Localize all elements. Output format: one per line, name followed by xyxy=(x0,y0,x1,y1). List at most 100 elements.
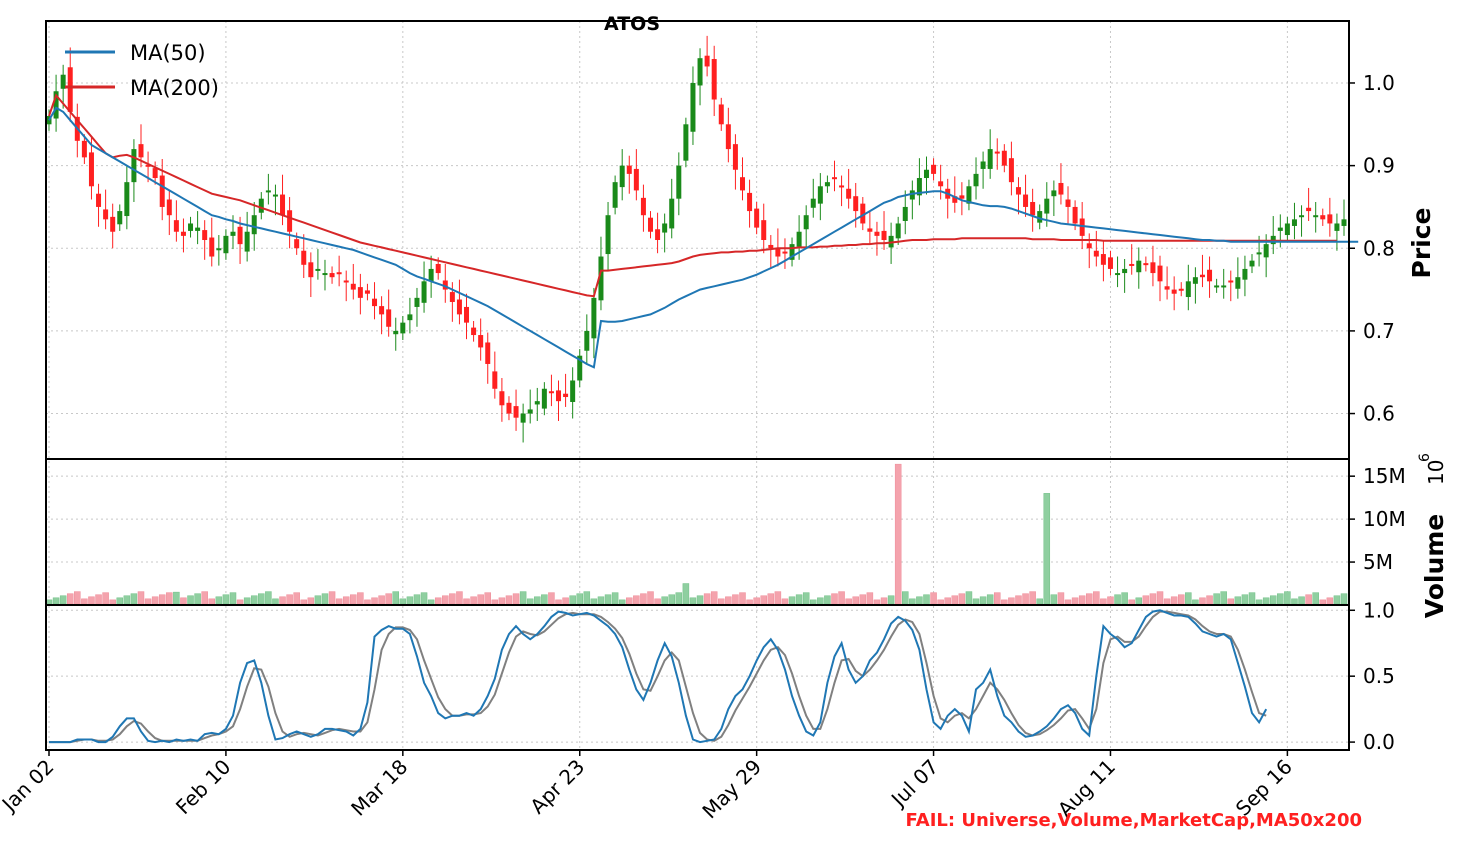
candle-body xyxy=(294,239,300,249)
x-tick-label: Apr 23 xyxy=(525,755,589,819)
candle-body xyxy=(386,309,392,327)
volume-bar xyxy=(1227,598,1235,605)
candle-body xyxy=(265,190,271,193)
candle-body xyxy=(237,226,243,245)
volume-bar xyxy=(1220,591,1227,605)
candle-body xyxy=(846,188,852,199)
candle-body xyxy=(478,335,484,348)
volume-bar xyxy=(378,595,385,605)
fail-note: FAIL: Universe,Volume,MarketCap,MA50x200 xyxy=(906,810,1362,831)
axis-ticks: Jan 02 Feb 10 Mar 18 Apr 23 May 29 Jul 07 Aug … xyxy=(0,71,1406,823)
volume-bar xyxy=(1262,597,1270,605)
volume-bar xyxy=(986,594,994,605)
candle-body xyxy=(548,391,554,394)
osc-tick-label: 1.0 xyxy=(1363,598,1395,622)
volume-bar xyxy=(321,593,329,605)
volume-bar xyxy=(902,591,909,605)
volume-bar xyxy=(710,591,718,605)
candle-body xyxy=(612,182,618,208)
candle-body xyxy=(648,217,654,232)
volume-bar xyxy=(732,594,739,605)
volume-bar xyxy=(937,599,944,605)
volume-bar xyxy=(930,592,937,605)
volume-bar xyxy=(427,599,435,605)
volume-bar xyxy=(604,594,612,605)
candle-body xyxy=(216,248,222,251)
candle-body xyxy=(1192,277,1198,284)
candle-body xyxy=(1207,269,1213,282)
volume-bar xyxy=(300,599,308,605)
candle-body xyxy=(1001,150,1007,166)
price-tick-label: 0.6 xyxy=(1363,402,1395,426)
moving-average-lines xyxy=(48,93,1359,369)
volume-bar xyxy=(569,595,576,605)
candle-body xyxy=(103,209,109,220)
candle-body xyxy=(810,198,816,208)
volume-bar xyxy=(831,593,838,605)
volume-bar xyxy=(413,594,421,605)
candle-body xyxy=(244,231,250,252)
legend: MA(50) MA(200) xyxy=(65,41,219,100)
volume-bar xyxy=(654,598,661,605)
candle-body xyxy=(556,390,562,402)
candle-body xyxy=(563,393,569,398)
candle-body xyxy=(725,124,731,150)
volume-bar xyxy=(689,597,697,605)
volume-bar xyxy=(1269,595,1277,605)
volume-bar xyxy=(505,595,513,605)
candle-body xyxy=(895,223,901,239)
candle-body xyxy=(251,215,257,235)
candle-body xyxy=(853,196,859,212)
candle-body xyxy=(96,193,102,207)
candle-body xyxy=(527,409,533,414)
volume-bar xyxy=(491,599,499,605)
candle-body xyxy=(492,371,498,389)
volume-bar xyxy=(1326,597,1334,605)
candle-body xyxy=(1086,243,1092,249)
candle-body xyxy=(272,194,278,197)
candle-body xyxy=(1221,285,1227,288)
volume-bar xyxy=(1142,595,1150,605)
candle-body xyxy=(506,402,512,414)
candle-body xyxy=(1284,223,1290,236)
candle-body xyxy=(230,231,236,236)
candle-body xyxy=(570,380,576,402)
volume-bar xyxy=(802,592,810,605)
candle-body xyxy=(831,177,837,180)
volume-bar xyxy=(123,595,131,605)
volume-bar xyxy=(1340,593,1348,605)
candle-body xyxy=(640,197,646,216)
volume-bar xyxy=(102,592,109,605)
candle-body xyxy=(1107,257,1113,269)
candle-body xyxy=(1037,211,1043,223)
candle-body xyxy=(1277,227,1283,231)
candle-body xyxy=(1044,198,1050,214)
volume-tick-label: 10M xyxy=(1363,507,1406,531)
volume-bar xyxy=(618,599,626,605)
legend-ma200-label: MA(200) xyxy=(130,76,219,100)
volume-bar xyxy=(739,592,746,605)
volume-bar xyxy=(1199,597,1206,605)
volume-bar xyxy=(215,596,223,605)
volume-bar xyxy=(859,594,867,605)
volume-bar xyxy=(810,599,817,605)
candle-body xyxy=(1150,262,1156,274)
volume-bar xyxy=(1255,599,1263,605)
volume-bar xyxy=(668,594,675,605)
volume-bar xyxy=(1305,594,1312,605)
volume-bar xyxy=(1192,599,1199,605)
price-tick-label: 0.7 xyxy=(1363,319,1395,343)
volume-bar xyxy=(1064,599,1072,605)
candle-body xyxy=(357,287,363,298)
candle-body xyxy=(280,194,286,216)
volume-bar xyxy=(1043,493,1051,605)
volume-bar xyxy=(512,593,520,605)
volume-bar xyxy=(562,597,569,605)
candle-body xyxy=(739,177,745,191)
volume-bar xyxy=(661,596,668,605)
candle-body xyxy=(669,198,675,229)
volume-scale-label: 10 6 xyxy=(1417,453,1448,485)
candle-body xyxy=(1320,215,1326,220)
candle-body xyxy=(1122,268,1128,274)
volume-bar xyxy=(286,594,293,605)
